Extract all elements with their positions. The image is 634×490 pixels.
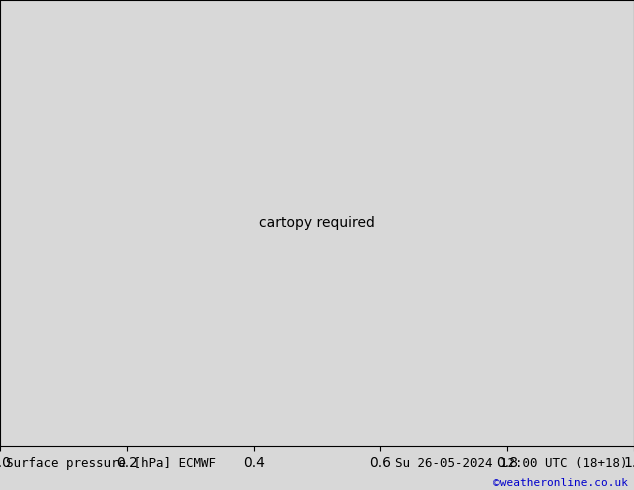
Text: ©weatheronline.co.uk: ©weatheronline.co.uk: [493, 478, 628, 488]
Text: Surface pressure [hPa] ECMWF: Surface pressure [hPa] ECMWF: [6, 457, 216, 470]
Text: cartopy required: cartopy required: [259, 216, 375, 230]
Text: Su 26-05-2024 12:00 UTC (18+18): Su 26-05-2024 12:00 UTC (18+18): [395, 457, 628, 470]
